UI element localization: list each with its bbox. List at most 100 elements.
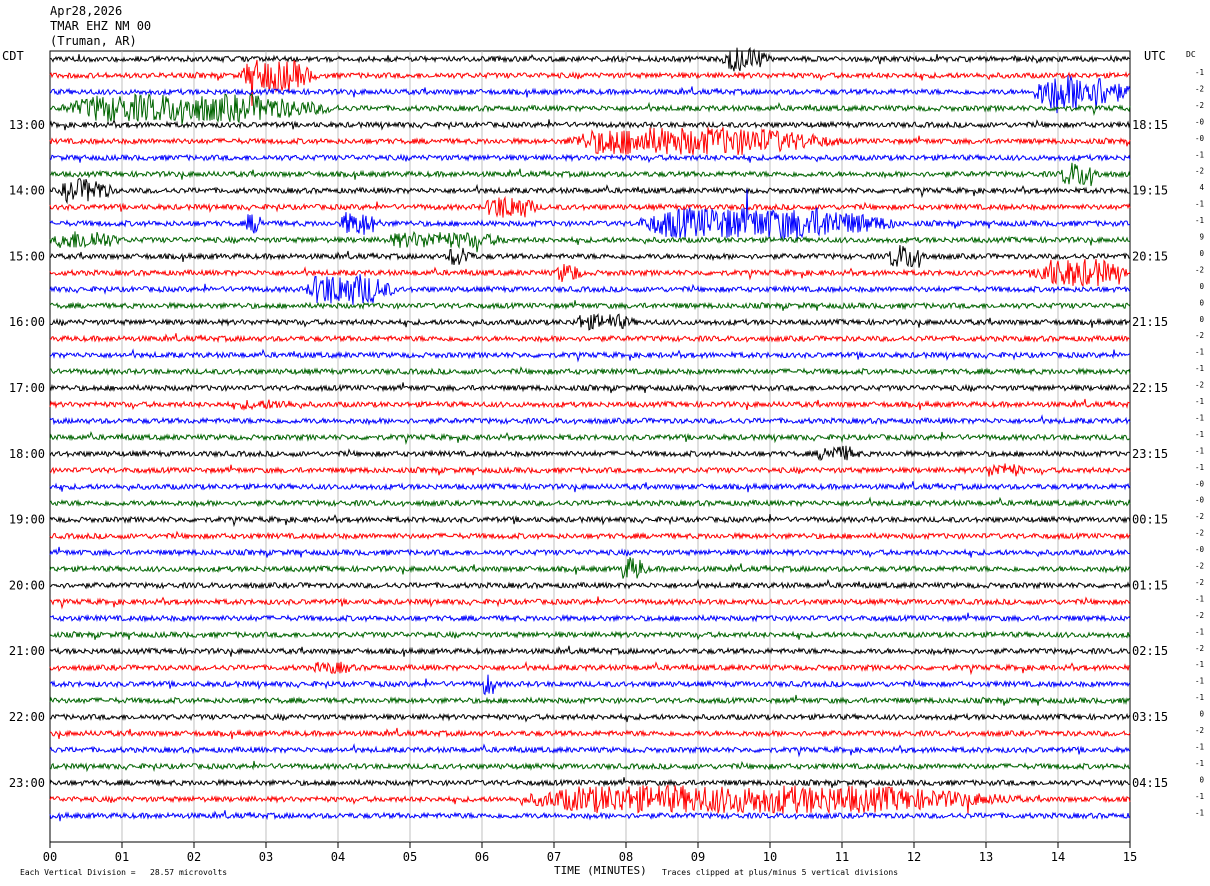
trace-line <box>49 430 1131 445</box>
trace-line <box>49 414 1131 426</box>
cdt-time-label: 21:00 <box>9 644 45 658</box>
dc-offset-value: -2 <box>1195 529 1204 538</box>
trace-line <box>49 481 1131 493</box>
cdt-time-label: 23:00 <box>9 776 45 790</box>
x-tick-label: 11 <box>835 850 849 864</box>
trace-line <box>49 398 1131 412</box>
dc-offset-value: -0 <box>1195 545 1205 554</box>
dc-offset-value: -1 <box>1195 413 1204 422</box>
time-labels: 13:00 14:00 15:00 16:00 17:00 18:00 19:00 20:00… <box>9 118 1168 790</box>
utc-time-label: 21:15 <box>1132 315 1168 329</box>
trace-line <box>49 578 1131 590</box>
dc-offset-value: 0 <box>1199 298 1204 307</box>
dc-offset-value: -1 <box>1195 627 1204 636</box>
dc-offset-value: -1 <box>1195 200 1204 209</box>
dc-offset-value: -1 <box>1195 216 1204 225</box>
x-tick-label: 05 <box>403 850 417 864</box>
trace-line <box>49 119 1131 131</box>
dc-offset-value: -1 <box>1195 68 1204 77</box>
trace-line <box>49 153 1131 164</box>
trace-line <box>49 712 1131 723</box>
trace-line <box>49 162 1131 187</box>
dc-offset-value: -1 <box>1195 463 1204 472</box>
dc-offset-value: 0 <box>1199 775 1204 784</box>
dc-label: DC <box>1186 50 1196 59</box>
cdt-time-label: 13:00 <box>9 118 45 132</box>
plot-frame <box>49 50 1131 843</box>
x-axis-ticks: 00 01 02 03 04 05 06 07 08 09 10 11 12 13 14 15 <box>43 842 1137 864</box>
header-station: TMAR EHZ NM 00 <box>50 19 151 33</box>
dc-offset-value: -1 <box>1195 693 1204 702</box>
utc-time-label: 19:15 <box>1132 184 1168 198</box>
trace-line <box>49 274 1131 305</box>
dc-offset-value: -1 <box>1195 594 1204 603</box>
cdt-time-label: 18:00 <box>9 447 45 461</box>
trace-line <box>49 59 1131 106</box>
trace-line <box>49 445 1131 461</box>
x-tick-label: 10 <box>763 850 777 864</box>
trace-line <box>49 195 1131 218</box>
dc-offset-value: -0 <box>1195 117 1205 126</box>
trace-line <box>49 514 1131 528</box>
dc-offset-value: -0 <box>1195 134 1205 143</box>
x-tick-label: 07 <box>547 850 561 864</box>
cdt-time-label: 17:00 <box>9 381 45 395</box>
utc-time-label: 20:15 <box>1132 249 1168 263</box>
left-axis-label: CDT <box>2 49 24 63</box>
dc-offset-value: -2 <box>1195 578 1204 587</box>
x-tick-label: 04 <box>331 850 345 864</box>
dc-offset-value: -1 <box>1195 792 1204 801</box>
clip-note: Traces clipped at plus/minus 5 vertical … <box>662 868 898 877</box>
header-location: (Truman, AR) <box>50 34 137 48</box>
x-tick-label: 02 <box>187 850 201 864</box>
x-tick-label: 15 <box>1123 850 1137 864</box>
minute-gridlines <box>121 51 1059 842</box>
dc-offset-value: -1 <box>1195 364 1204 373</box>
dc-offset-value: -2 <box>1195 84 1204 93</box>
trace-line <box>49 743 1131 758</box>
cdt-time-label: 20:00 <box>9 578 45 592</box>
dc-offset-value: -1 <box>1195 150 1204 159</box>
header-date: Apr28,2026 <box>50 4 122 18</box>
dc-offset-value: -1 <box>1195 348 1204 357</box>
dc-offset-value: -0 <box>1195 479 1205 488</box>
trace-line <box>49 75 1131 114</box>
cdt-time-label: 14:00 <box>9 184 45 198</box>
x-tick-label: 08 <box>619 850 633 864</box>
x-tick-label: 14 <box>1051 850 1065 864</box>
utc-time-label: 01:15 <box>1132 578 1168 592</box>
trace-line <box>49 694 1131 706</box>
dc-offset-value: -2 <box>1195 726 1204 735</box>
trace-line <box>49 231 1131 253</box>
trace-line <box>49 630 1131 641</box>
dc-offset-value: 4 <box>1199 183 1204 192</box>
trace-line <box>49 674 1131 696</box>
right-axis-label: UTC <box>1144 49 1166 63</box>
trace-line <box>49 727 1131 740</box>
x-tick-label: 13 <box>979 850 993 864</box>
dc-offset-value: -2 <box>1195 644 1204 653</box>
dc-offset-value: -2 <box>1195 167 1204 176</box>
trace-line <box>49 612 1131 623</box>
trace-line <box>49 300 1131 311</box>
dc-offset-value: -1 <box>1195 397 1204 406</box>
trace-line <box>49 784 1131 815</box>
dc-offset-value: -2 <box>1195 331 1204 340</box>
utc-time-label: 03:15 <box>1132 710 1168 724</box>
trace-line <box>49 313 1131 331</box>
dc-offset-value: -2 <box>1195 381 1204 390</box>
dc-offset-value: -1 <box>1195 660 1204 669</box>
trace-line <box>49 546 1131 559</box>
trace-line <box>49 333 1131 344</box>
dc-offset-value: -2 <box>1195 562 1204 571</box>
utc-time-label: 18:15 <box>1132 118 1168 132</box>
dc-offset-value: -1 <box>1195 430 1204 439</box>
utc-time-label: 23:15 <box>1132 447 1168 461</box>
x-tick-label: 12 <box>907 850 921 864</box>
dc-offset-value: -2 <box>1195 611 1204 620</box>
scale-note: Each Vertical Division = 28.57 microvolt… <box>20 868 227 877</box>
dc-offset-value: -1 <box>1195 759 1204 768</box>
trace-line <box>49 530 1131 541</box>
trace-line <box>49 660 1131 676</box>
trace-line <box>49 645 1131 657</box>
